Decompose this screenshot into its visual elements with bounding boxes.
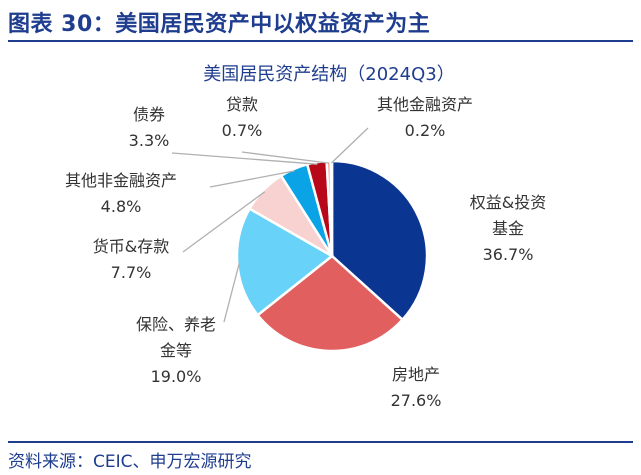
pie-slices xyxy=(235,159,429,353)
pie-slice-1 xyxy=(330,159,429,322)
figure-title: 图表 30：美国居民资产中以权益资产为主 xyxy=(8,12,431,37)
leader-line-7 xyxy=(241,151,329,164)
slice-label-6-name: 债券 xyxy=(133,105,165,124)
source-note: 资料来源：CEIC、申万宏源研究 xyxy=(8,452,252,472)
leader-line-8 xyxy=(330,127,369,164)
slice-label-1-value: 36.7% xyxy=(483,245,534,264)
chart-title: 美国居民资产结构（2024Q3） xyxy=(203,64,454,85)
slice-label-6-value: 3.3% xyxy=(129,131,170,150)
pie-slice-2 xyxy=(255,254,405,353)
source-rule xyxy=(8,441,633,443)
slice-label-4-value: 7.7% xyxy=(111,263,152,282)
slice-label-5-name: 其他非金融资产 xyxy=(65,171,177,190)
slice-label-8-value: 0.2% xyxy=(405,121,446,140)
slice-label-1-name: 权益&投资 xyxy=(470,193,546,212)
leader-line-4 xyxy=(182,191,266,253)
slice-label-4-name: 货币&存款 xyxy=(93,237,169,256)
leader-line-5 xyxy=(209,170,295,188)
leader-lines xyxy=(171,127,369,323)
pie-slice-8 xyxy=(329,159,334,257)
slice-label-3-name: 保险、养老 xyxy=(136,315,216,334)
slice-label-7-value: 0.7% xyxy=(222,121,263,140)
leader-line-6 xyxy=(171,152,318,165)
slice-label-3-value: 19.0% xyxy=(151,367,202,386)
slice-label-2-name: 房地产 xyxy=(392,365,440,384)
slice-label-7-name: 贷款 xyxy=(226,95,258,114)
pie-slice-3 xyxy=(235,206,335,317)
slice-label-1-name: 基金 xyxy=(492,219,524,238)
slice-label-3-name: 金等 xyxy=(160,341,192,360)
slice-label-2-value: 27.6% xyxy=(391,391,442,410)
slice-label-5-value: 4.8% xyxy=(101,197,142,216)
title-rule xyxy=(8,40,633,42)
slice-label-8-name: 其他金融资产 xyxy=(377,95,473,114)
leader-line-3 xyxy=(223,262,240,323)
